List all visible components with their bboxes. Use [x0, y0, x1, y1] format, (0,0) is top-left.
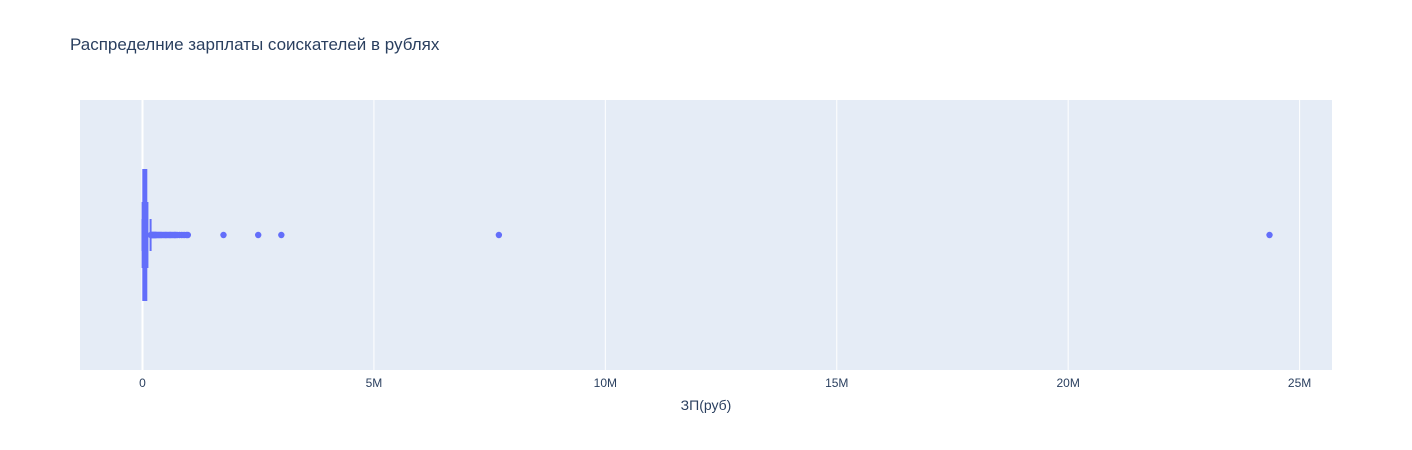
outlier-point[interactable]: [254, 231, 262, 239]
x-tick-label: 25M: [1288, 376, 1311, 390]
outlier-point[interactable]: [1266, 231, 1273, 239]
salary-box[interactable]: [141, 169, 152, 301]
plot-area[interactable]: [80, 100, 1332, 370]
salary-box-series[interactable]: [141, 169, 1273, 301]
x-tick-label: 0: [139, 376, 146, 390]
x-tick-labels: 0 5M 10M 15M 20M 25M: [139, 376, 1311, 390]
x-axis-title: ЗП(руб): [681, 397, 732, 413]
outlier-point[interactable]: [220, 231, 227, 239]
x-tick-label: 5M: [366, 376, 383, 390]
x-tick-label: 10M: [594, 376, 617, 390]
x-tick-label: 20M: [1057, 376, 1080, 390]
outlier-point[interactable]: [495, 231, 503, 239]
x-tick-label: 15M: [825, 376, 848, 390]
chart-title: Распределние зарплаты соискателей в рубл…: [70, 35, 440, 54]
outlier-point[interactable]: [278, 231, 285, 239]
outlier-point[interactable]: [184, 231, 192, 239]
